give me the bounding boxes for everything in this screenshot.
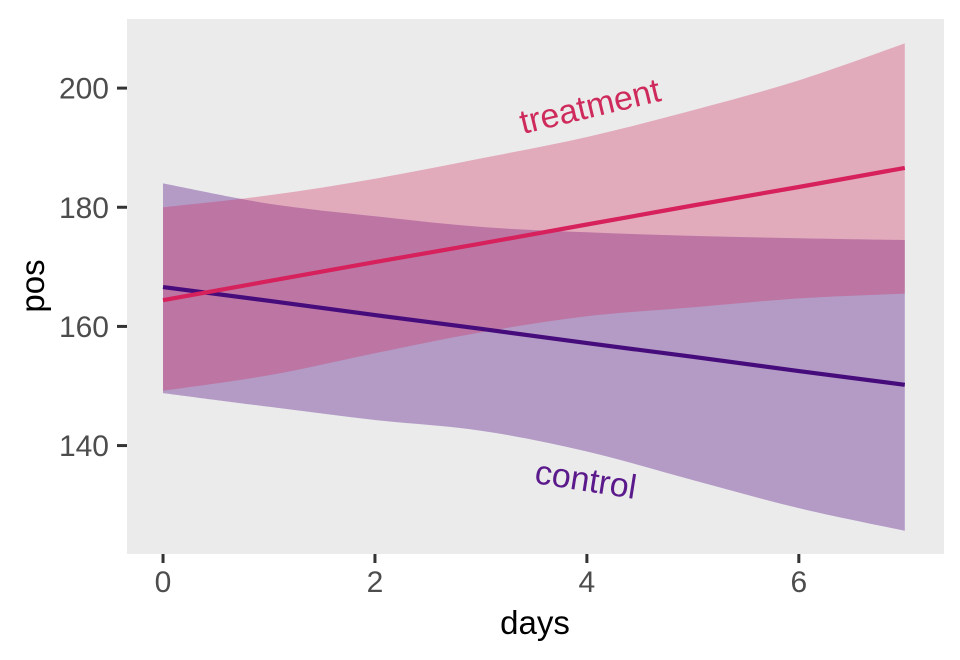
treatment-ribbon <box>163 43 905 391</box>
axes: 0 2 4 6 140 160 180 200 <box>59 73 807 599</box>
y-tick-label: 180 <box>59 192 109 225</box>
x-tick-label: 4 <box>579 566 596 599</box>
x-axis-title: days <box>500 604 570 641</box>
plot-panel <box>127 19 944 554</box>
control-ribbon <box>163 183 905 531</box>
y-tick-label: 140 <box>59 430 109 463</box>
x-tick-label: 6 <box>790 566 807 599</box>
x-tick-label: 0 <box>155 566 172 599</box>
control-line <box>162 285 906 387</box>
x-tick-label: 2 <box>367 566 384 599</box>
confidence-ribbons <box>163 43 905 531</box>
treatment-line <box>162 165 906 303</box>
regression-lines <box>162 165 906 387</box>
y-tick-label: 200 <box>59 73 109 106</box>
y-axis-title: pos <box>14 259 51 312</box>
y-tick-label: 160 <box>59 311 109 344</box>
